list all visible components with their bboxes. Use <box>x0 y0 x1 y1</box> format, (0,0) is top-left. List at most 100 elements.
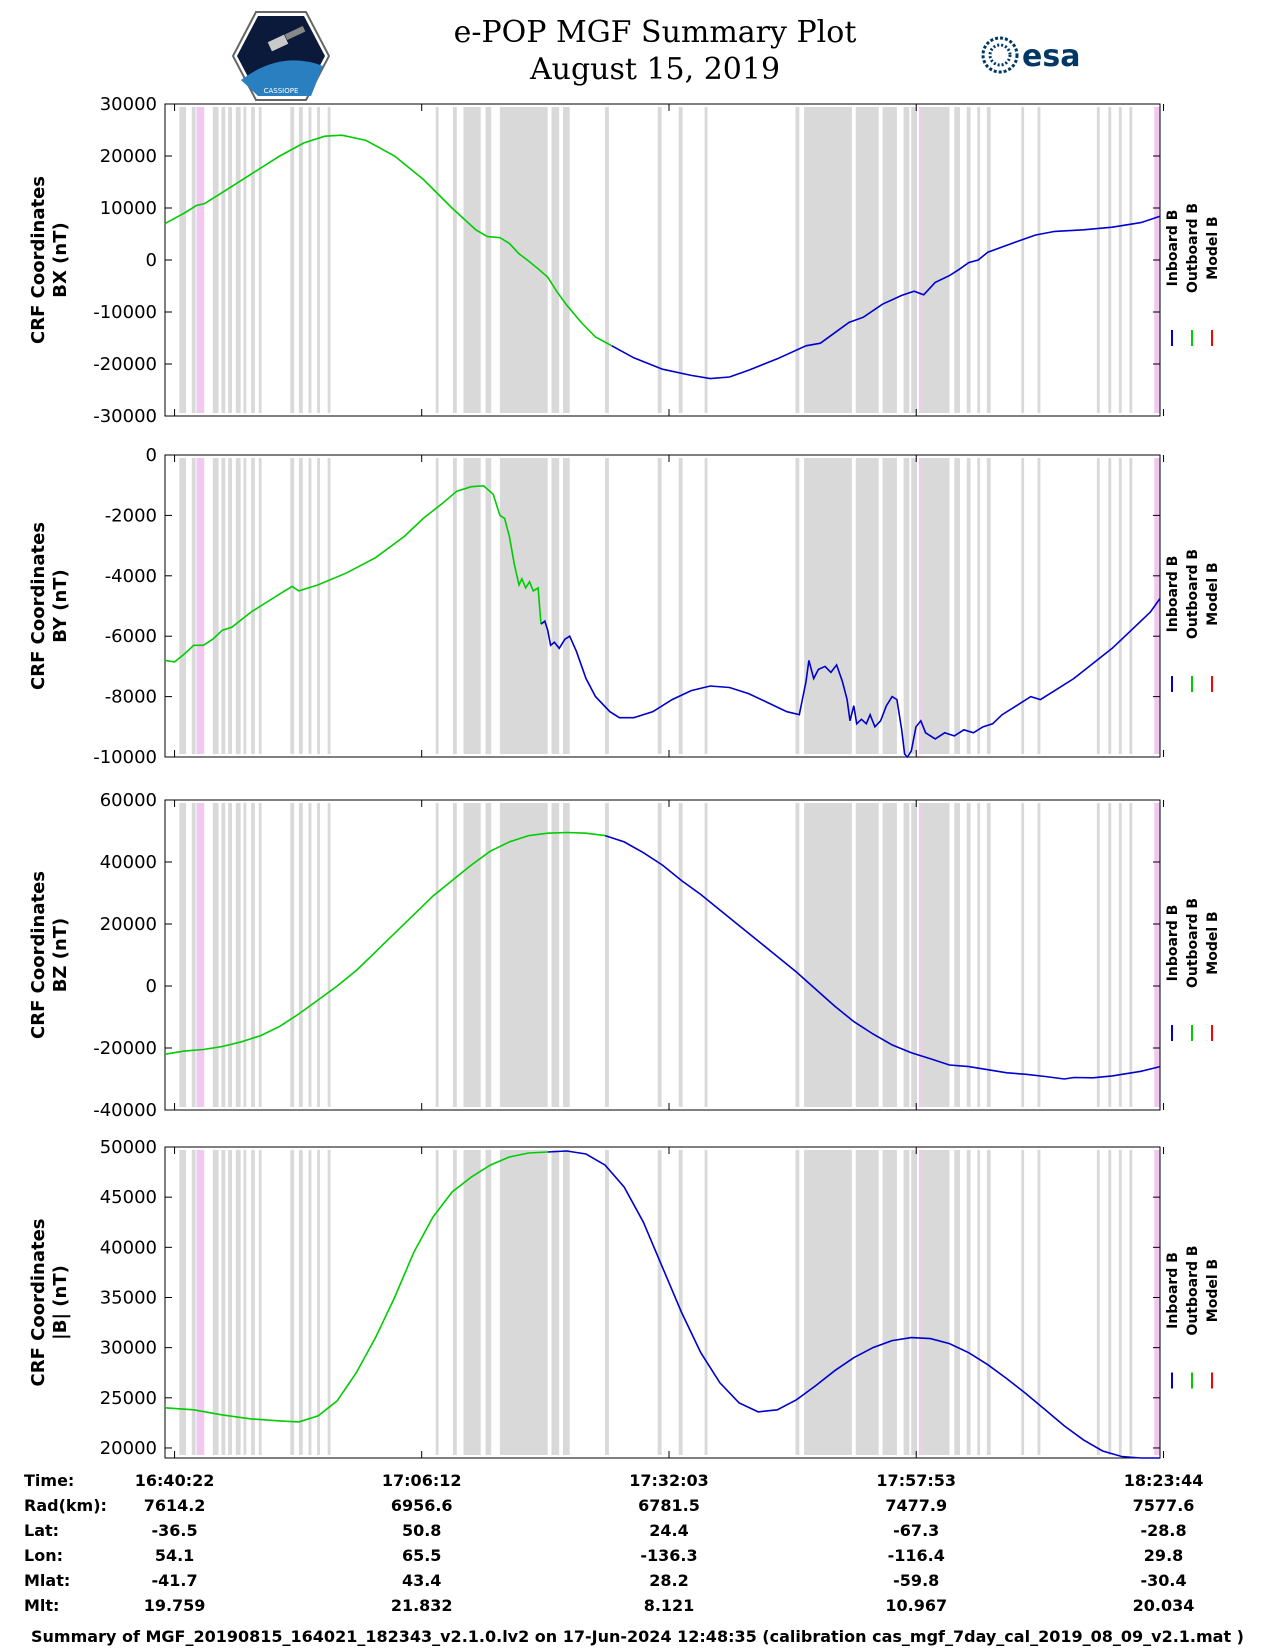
panel-3-gap-band <box>1096 803 1100 1107</box>
panel-3-gap-band <box>882 803 897 1107</box>
panel-1-gap-band <box>986 107 991 413</box>
ephemeris-row-label: Time: <box>24 1471 74 1490</box>
panel-4-gap-band <box>605 1150 609 1455</box>
panel-2-gap-band <box>1021 458 1025 754</box>
panel-1-ytick-label: -30000 <box>93 406 157 427</box>
panel-3-outboard-line <box>164 831 606 1055</box>
panel-3-ytick-label: 20000 <box>100 914 157 935</box>
panel-3-gap-band <box>485 803 492 1107</box>
panel-2-gap-band <box>977 458 981 754</box>
panel-1-gap-band <box>855 107 879 413</box>
panel-4-gap-band <box>921 1150 950 1455</box>
ephemeris-value: 8.121 <box>644 1596 695 1615</box>
panel-2-gap-band <box>657 458 662 754</box>
panel-1-gap-band <box>678 107 683 413</box>
panel-3-gap-band <box>678 803 683 1107</box>
ephemeris-value: -67.3 <box>893 1521 939 1540</box>
panel-3-gap-band <box>298 803 303 1107</box>
panel-4-gap-band <box>251 1150 255 1455</box>
panel-2-gap-band <box>290 458 295 754</box>
panel-2-ylabel-line1: CRF Coordinates <box>28 522 49 690</box>
ephemeris-value: 18:23:44 <box>1124 1471 1204 1490</box>
panel-3-ylabel-line1: CRF Coordinates <box>28 871 49 1039</box>
panel-3-gap-band <box>317 803 320 1107</box>
ephemeris-value: 50.8 <box>402 1521 441 1540</box>
panel-3-flag-band <box>1154 803 1160 1107</box>
panel-1-gap-band <box>463 107 481 413</box>
footer-summary: Summary of MGF_20190815_164021_182343_v2… <box>31 1627 1244 1646</box>
panel-1-gap-band <box>235 107 241 413</box>
panel-2-gap-band <box>452 458 457 754</box>
panel-1-gap-band <box>435 107 439 413</box>
panel-2-ytick-label: -10000 <box>93 747 157 768</box>
esa-logo-icon: esa <box>981 36 1080 74</box>
panel-4-ytick-label: 30000 <box>100 1338 157 1359</box>
panel-4-gap-band <box>191 1150 196 1455</box>
ephemeris-value: 20.034 <box>1133 1596 1195 1615</box>
panel-4-gap-band <box>882 1150 897 1455</box>
panel-3-gap-band <box>258 803 262 1107</box>
ephemeris-value: 16:40:22 <box>135 1471 215 1490</box>
panel-3-gap-band <box>235 803 241 1107</box>
panel-3-gap-band <box>1021 803 1025 1107</box>
panel-4-gap-band <box>704 1150 708 1455</box>
panel-1-gap-band <box>921 107 950 413</box>
panel-4-ytick-label: 40000 <box>100 1237 157 1258</box>
panel-4-ylabel-line1: CRF Coordinates <box>28 1219 49 1387</box>
panel-1-gap-band <box>1118 107 1122 413</box>
ephemeris-value: 7577.6 <box>1133 1496 1195 1515</box>
panel-2-gap-band <box>966 458 971 754</box>
panel-4-gap-band <box>855 1150 879 1455</box>
panel-2-gap-band <box>551 458 560 754</box>
panel-4-gap-band <box>317 1150 320 1455</box>
ephemeris-value: -36.5 <box>152 1521 198 1540</box>
panel-3-flag-band <box>918 803 922 1107</box>
panel-1-gap-band <box>1108 107 1112 413</box>
panel-3-gap-band <box>212 803 219 1107</box>
panel-2-gap-band <box>795 458 800 754</box>
ephemeris-value: 17:32:03 <box>629 1471 709 1490</box>
panel-3-flag-band <box>196 803 205 1107</box>
panel-4-flag-band <box>1154 1150 1160 1455</box>
panel-2-gap-band <box>298 458 303 754</box>
ephemeris-value: -59.8 <box>893 1571 939 1590</box>
panel-1-ylabel-line2: BX (nT) <box>50 222 71 297</box>
panel-4-gap-band <box>657 1150 662 1455</box>
panel-1-ytick-label: 0 <box>146 250 157 271</box>
panel-1-gap-band <box>308 107 312 413</box>
ephemeris-value: 29.8 <box>1144 1546 1183 1565</box>
panel-4-gap-band <box>258 1150 262 1455</box>
panel-3-gap-band <box>452 803 457 1107</box>
panel-1-gap-band <box>327 107 331 413</box>
panel-2-gap-band <box>228 458 232 754</box>
panel-4-gap-band <box>327 1150 331 1455</box>
panel-2-legend-label: Model B <box>1205 562 1221 625</box>
panel-3-gap-band <box>986 803 991 1107</box>
panel-1-ytick-label: 30000 <box>100 94 157 115</box>
panel-3-gap-band <box>221 803 226 1107</box>
panel-1-ytick-label: 20000 <box>100 146 157 167</box>
panel-1-legend-label: Model B <box>1205 216 1221 279</box>
panel-2-gap-band <box>308 458 312 754</box>
panel-4-gap-band <box>551 1150 560 1455</box>
panel-1-ylabel: CRF CoordinatesBX (nT) <box>28 176 71 344</box>
panel-3-gap-band <box>308 803 312 1107</box>
panel-2-gap-band <box>1129 458 1133 754</box>
panel-3-gap-band <box>704 803 708 1107</box>
panel-1-legend-label: Inboard B <box>1165 210 1181 287</box>
ephemeris-row-label: Rad(km): <box>24 1496 107 1515</box>
panel-2-inboard-line <box>540 598 1161 759</box>
panel-2-gap-band <box>499 458 548 754</box>
panel-4-gap-band <box>499 1150 548 1455</box>
panel-1-gap-band <box>228 107 232 413</box>
panel-4-ytick-label: 20000 <box>100 1438 157 1459</box>
panel-2-gap-band <box>327 458 331 754</box>
panel-3-gap-band <box>911 803 917 1107</box>
panel-1-gap-band <box>290 107 295 413</box>
ephemeris-row-label: Mlat: <box>24 1571 70 1590</box>
panel-2-axes-box <box>164 454 1161 758</box>
panel-3-legend-label: Outboard B <box>1185 898 1201 988</box>
ephemeris-value: 28.2 <box>649 1571 688 1590</box>
panel-3-gap-band <box>228 803 232 1107</box>
panel-1-gap-band <box>221 107 226 413</box>
